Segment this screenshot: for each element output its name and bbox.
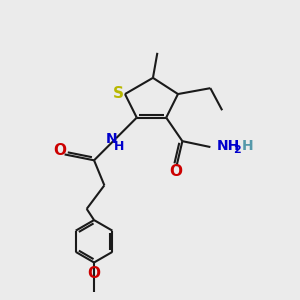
Text: 2: 2 — [233, 145, 241, 155]
Text: NH: NH — [217, 139, 240, 153]
Text: H: H — [114, 140, 124, 153]
Text: O: O — [169, 164, 182, 179]
Text: H: H — [241, 139, 253, 153]
Text: N: N — [106, 132, 118, 146]
Text: O: O — [53, 143, 66, 158]
Text: S: S — [113, 86, 124, 101]
Text: O: O — [88, 266, 100, 280]
